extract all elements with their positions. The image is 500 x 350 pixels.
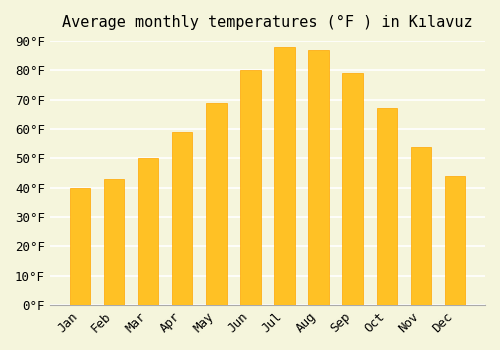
Bar — [172, 132, 193, 305]
Bar — [70, 188, 90, 305]
Bar — [240, 70, 260, 305]
Bar — [104, 179, 124, 305]
Title: Average monthly temperatures (°F ) in Kılavuz: Average monthly temperatures (°F ) in Kı… — [62, 15, 472, 30]
Bar — [274, 47, 294, 305]
Bar — [206, 103, 227, 305]
Bar — [342, 73, 363, 305]
Bar — [410, 147, 431, 305]
Bar — [308, 50, 329, 305]
Bar — [138, 158, 158, 305]
Bar — [445, 176, 465, 305]
Bar — [376, 108, 397, 305]
